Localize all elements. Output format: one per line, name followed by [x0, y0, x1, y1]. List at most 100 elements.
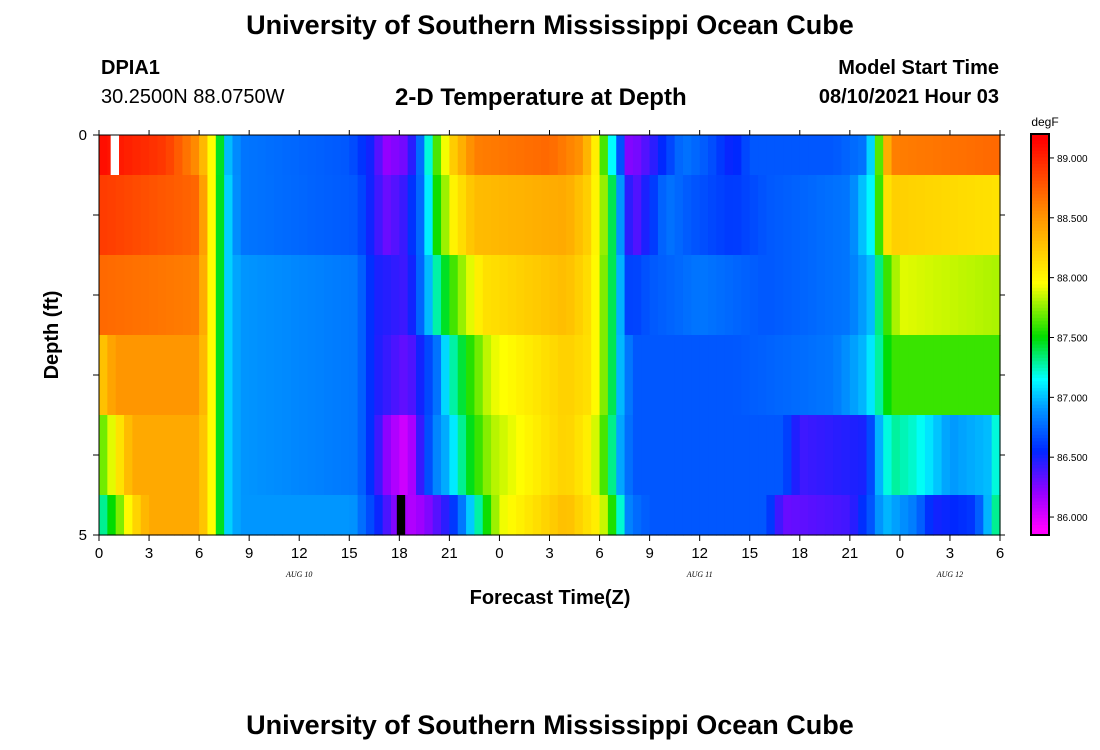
colorbar-segment	[1031, 314, 1049, 319]
colorbar-tick-label: 88.500	[1057, 214, 1088, 225]
date-label: AUG 11	[686, 570, 713, 579]
heatmap-cell	[416, 495, 425, 536]
heatmap-cell	[749, 335, 759, 416]
heatmap-cell	[966, 415, 976, 496]
heatmap-cell	[574, 495, 584, 536]
heatmap-cell	[499, 135, 509, 176]
colorbar-segment	[1031, 361, 1049, 366]
heatmap-cell	[949, 135, 959, 176]
colorbar-segment	[1031, 190, 1049, 195]
heatmap-cell	[549, 175, 559, 256]
heatmap-cell	[833, 335, 843, 416]
heatmap-cell	[741, 135, 751, 176]
heatmap-cell	[983, 255, 993, 336]
heatmap-cell	[482, 135, 492, 176]
heatmap-cell	[516, 175, 526, 256]
heatmap-cell	[708, 335, 717, 416]
colorbar-segment	[1031, 204, 1049, 209]
heatmap-cell	[791, 335, 801, 416]
heatmap-cell	[340, 175, 350, 256]
heatmap-cell	[574, 135, 584, 176]
heatmap-cell	[115, 175, 125, 256]
heatmap-cell	[541, 135, 551, 176]
heatmap-cell	[115, 135, 125, 176]
heatmap-cell	[357, 135, 367, 176]
colorbar-units: degF	[1031, 115, 1058, 129]
heatmap-cell	[424, 255, 434, 336]
colorbar-segment	[1031, 157, 1049, 162]
heatmap-cell	[858, 175, 868, 256]
heatmap-cell	[482, 335, 492, 416]
heatmap-cell	[332, 495, 342, 536]
x-tick-label: 6	[996, 545, 1004, 562]
heatmap-cell	[858, 335, 868, 416]
heatmap-cell	[933, 415, 943, 496]
heatmap-cell	[974, 255, 984, 336]
heatmap-cell	[607, 255, 617, 336]
heatmap-cell	[165, 135, 175, 176]
heatmap-cell	[199, 415, 209, 496]
heatmap-cell	[991, 415, 1001, 496]
colorbar-segment	[1031, 524, 1049, 529]
heatmap-cell	[799, 495, 809, 536]
colorbar-segment	[1031, 281, 1049, 285]
heatmap-cell	[708, 415, 717, 496]
colorbar-segment	[1031, 384, 1049, 389]
colorbar-segment	[1031, 327, 1049, 332]
x-tick-label: 18	[391, 545, 408, 562]
heatmap-cell	[307, 135, 317, 176]
heatmap-cell	[791, 135, 801, 176]
heatmap-cell	[307, 175, 317, 256]
heatmap-cell	[724, 415, 734, 496]
heatmap-cell	[599, 335, 609, 416]
heatmap-cell	[165, 175, 175, 256]
heatmap-cell	[149, 335, 158, 416]
colorbar-segment	[1031, 488, 1049, 493]
heatmap-cell	[833, 255, 843, 336]
heatmap-cell	[390, 335, 400, 416]
heatmap-cell	[491, 495, 501, 536]
heatmap-cell	[908, 175, 918, 256]
heatmap-cell	[332, 175, 342, 256]
heatmap-cell	[290, 415, 300, 496]
x-tick-label: 15	[741, 545, 758, 562]
heatmap-cell	[190, 135, 200, 176]
heatmap-cell	[682, 255, 692, 336]
colorbar-segment	[1031, 347, 1049, 352]
colorbar-segment	[1031, 411, 1049, 416]
heatmap-cell	[657, 255, 667, 336]
colorbar-segment	[1031, 341, 1049, 346]
heatmap-cell	[265, 495, 275, 536]
heatmap-cell	[691, 415, 701, 496]
heatmap-cell	[616, 255, 626, 336]
heatmap-cell	[324, 255, 334, 336]
heatmap-cell	[716, 255, 726, 336]
heatmap-cell	[349, 255, 359, 336]
heatmap-cell	[457, 175, 467, 256]
heatmap-cell	[165, 415, 175, 496]
heatmap-cell	[941, 495, 951, 536]
heatmap-cell	[282, 415, 292, 496]
heatmap-cell	[607, 335, 617, 416]
heatmap-cell	[824, 415, 834, 496]
heatmap-cell	[457, 335, 467, 416]
colorbar-segment	[1031, 401, 1049, 406]
heatmap-cell	[449, 335, 459, 416]
heatmap-cell	[908, 495, 918, 536]
heatmap-cell	[599, 175, 609, 256]
heatmap-cell	[833, 495, 843, 536]
heatmap-cell	[466, 255, 476, 336]
heatmap-cell	[724, 175, 734, 256]
heatmap-cell	[474, 335, 484, 416]
colorbar-tick-label: 89.000	[1057, 154, 1088, 165]
heatmap-cell	[549, 255, 559, 336]
heatmap-cell	[532, 255, 542, 336]
colorbar-tick-label: 86.500	[1057, 453, 1088, 464]
heatmap-cell	[282, 255, 292, 336]
heatmap-cell	[299, 135, 309, 176]
heatmap-cell	[207, 255, 217, 336]
heatmap-cell	[783, 135, 793, 176]
heatmap-cell	[733, 255, 742, 336]
colorbar-segment	[1031, 224, 1049, 229]
heatmap-cell	[182, 175, 192, 256]
